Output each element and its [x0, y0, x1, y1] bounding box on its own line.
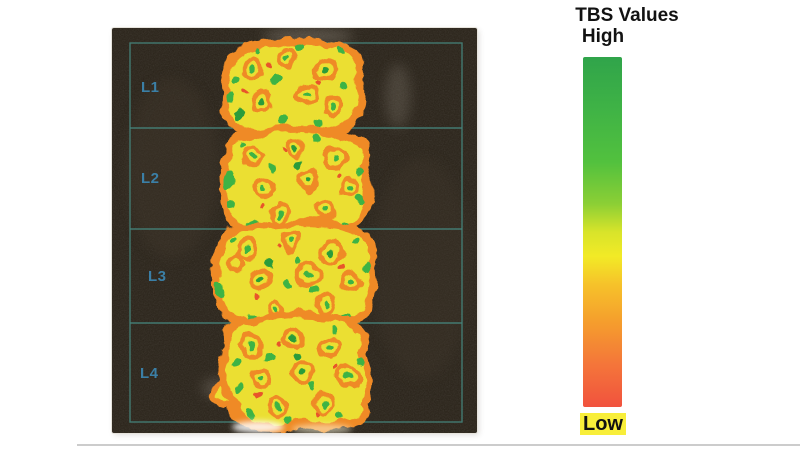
legend-high-label: High — [581, 26, 625, 47]
legend-low-wrap: Low — [553, 412, 653, 436]
spine-scan-image: L1 L2 L3 L4 — [112, 28, 477, 433]
region-label-l2: L2 — [141, 170, 160, 187]
region-labels: L1 L2 L3 L4 — [140, 79, 167, 382]
region-label-l4: L4 — [140, 365, 159, 382]
scan-glare — [232, 421, 352, 433]
vertebra-heatmap — [211, 37, 378, 433]
region-label-l3: L3 — [148, 268, 167, 285]
vertebra-l3-blob — [211, 219, 378, 332]
tbs-colorbar — [583, 57, 622, 407]
legend-low-label: Low — [580, 413, 626, 435]
spine-scan-svg: L1 L2 L3 L4 — [112, 28, 477, 433]
vertebra-l4-blob — [211, 311, 372, 433]
region-label-l1: L1 — [141, 79, 160, 96]
vertebra-l2-blob — [218, 125, 373, 238]
legend-title: TBS Values — [575, 5, 679, 26]
bottom-divider-line — [77, 444, 800, 446]
vertebra-l1-blob — [220, 37, 364, 140]
